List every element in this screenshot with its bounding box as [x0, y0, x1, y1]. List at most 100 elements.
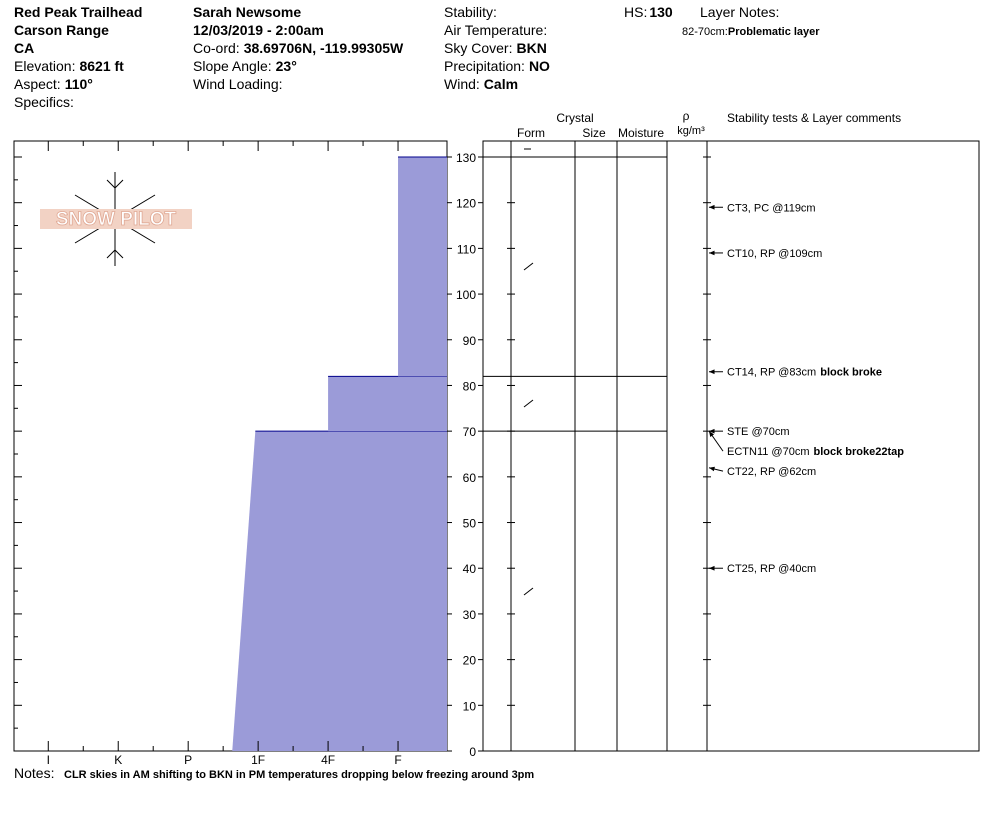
y-tick-label: 90	[463, 334, 477, 348]
hs: HS: 130	[624, 4, 673, 20]
grain-forms	[523, 148, 534, 596]
header-line: 12/03/2019 - 2:00am	[193, 22, 324, 38]
field-label: Wind:	[444, 76, 480, 92]
field-label: Specifics:	[14, 94, 74, 110]
header-field: Specifics:	[14, 94, 74, 110]
col-header: Size	[582, 126, 606, 140]
field-value: BKN	[516, 40, 546, 56]
col-header: kg/m³	[677, 125, 705, 137]
test-text: CT14, RP @83cm	[727, 367, 816, 379]
field-value: 110°	[65, 76, 93, 92]
y-tick-label: 40	[463, 562, 477, 576]
field-label: Precipitation:	[444, 58, 525, 74]
hs-label: HS:	[624, 4, 647, 20]
header-line: Carson Range	[14, 22, 109, 38]
field-label: Stability:	[444, 4, 497, 20]
test-label: CT10, RP @109cm	[727, 248, 822, 260]
watermark-band	[40, 209, 192, 229]
field-value: 38.69706N, -119.99305W	[244, 40, 404, 56]
x-tick-label: 4F	[321, 753, 335, 767]
header-field: Stability:	[444, 4, 497, 20]
field-value: NO	[529, 58, 550, 74]
field-value: 23°	[276, 58, 297, 74]
test-label: ECTN11 @70cm block broke22tap	[727, 446, 904, 458]
arrow-head	[709, 431, 715, 438]
header-line: Sarah Newsome	[193, 4, 301, 20]
field-value: 8621 ft	[79, 58, 124, 74]
test-text: CT3, PC @119cm	[727, 202, 816, 214]
y-tick-label: 110	[457, 242, 476, 256]
y-tick-label: 20	[463, 654, 477, 668]
y-tick-label: 80	[463, 379, 477, 393]
test-text: CT10, RP @109cm	[727, 248, 822, 260]
arrow-head	[709, 369, 715, 375]
table-frame	[482, 140, 980, 752]
test-text: ECTN11 @70cm	[727, 446, 809, 458]
col-header: Crystal	[556, 111, 593, 125]
test-note: block broke22tap	[813, 446, 904, 458]
test-label: CT3, PC @119cm	[727, 202, 816, 214]
layer-note-text: Problematic layer	[728, 26, 820, 38]
x-tick-label: K	[114, 753, 122, 767]
col-header: Moisture	[618, 126, 664, 140]
y-tick-label: 130	[456, 151, 476, 165]
field-label: Air Temperature:	[444, 22, 547, 38]
y-tick-label: 30	[463, 608, 477, 622]
col-header: Stability tests & Layer comments	[727, 111, 901, 125]
header-line: Red Peak Trailhead	[14, 4, 142, 20]
hardness-layer	[328, 376, 447, 432]
header-field: Aspect: 110°	[14, 76, 93, 92]
arrow-head	[709, 428, 715, 434]
x-tick-label: I	[47, 753, 50, 767]
test-text: CT25, RP @40cm	[727, 563, 816, 575]
header-field: Sky Cover: BKN	[444, 40, 547, 56]
field-label: Sky Cover:	[444, 40, 512, 56]
col-header: ρ	[683, 109, 690, 123]
hardness-layer	[232, 431, 447, 751]
notes-label: Notes:	[14, 765, 54, 781]
test-label: STE @70cm	[727, 426, 790, 438]
layer-note-range: 82-70cm:	[682, 26, 728, 38]
header-field: Wind: Calm	[444, 76, 518, 92]
field-label: Aspect:	[14, 76, 61, 92]
field-label: Elevation:	[14, 58, 75, 74]
header-field: Slope Angle: 23°	[193, 58, 297, 74]
header-line: CA	[14, 40, 34, 56]
test-text: CT22, RP @62cm	[727, 466, 816, 478]
test-label: CT25, RP @40cm	[727, 563, 816, 575]
x-tick-label: P	[184, 753, 192, 767]
x-tick-label: 1F	[251, 753, 265, 767]
y-tick-label: 100	[456, 288, 476, 302]
y-tick-label: 10	[463, 699, 477, 713]
y-tick-label: 0	[469, 745, 476, 759]
notes-text: CLR skies in AM shifting to BKN in PM te…	[64, 769, 534, 781]
col-header: Form	[517, 126, 545, 140]
test-label: CT22, RP @62cm	[727, 466, 816, 478]
test-label: CT14, RP @83cm block broke	[727, 367, 882, 379]
y-tick-label: 60	[463, 471, 477, 485]
y-tick-label: 50	[463, 517, 477, 531]
field-label: Wind Loading:	[193, 76, 283, 92]
test-note: block broke	[820, 367, 882, 379]
arrow-head	[709, 466, 715, 472]
field-label: Co-ord:	[193, 40, 240, 56]
header-field: Co-ord: 38.69706N, -119.99305W	[193, 40, 404, 56]
header-field: Wind Loading:	[193, 76, 283, 92]
y-tick-label: 120	[456, 197, 476, 211]
header-field: Elevation: 8621 ft	[14, 58, 124, 74]
header-field: Precipitation: NO	[444, 58, 550, 74]
arrow-head	[709, 250, 715, 256]
test-text: STE @70cm	[727, 426, 790, 438]
x-tick-label: F	[394, 753, 401, 767]
field-label: Slope Angle:	[193, 58, 272, 74]
header-field: Air Temperature:	[444, 22, 547, 38]
layer-note: 82-70cm:Problematic layer	[682, 26, 820, 38]
y-tick-label: 70	[463, 425, 477, 439]
hs-value: 130	[649, 4, 673, 20]
layer-notes-title: Layer Notes:	[700, 4, 779, 20]
watermark: SNOW PILOT	[56, 209, 177, 230]
arrow-head	[709, 565, 715, 571]
arrow-head	[709, 204, 715, 210]
